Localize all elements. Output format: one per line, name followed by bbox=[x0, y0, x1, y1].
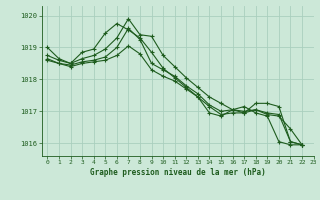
X-axis label: Graphe pression niveau de la mer (hPa): Graphe pression niveau de la mer (hPa) bbox=[90, 168, 266, 177]
